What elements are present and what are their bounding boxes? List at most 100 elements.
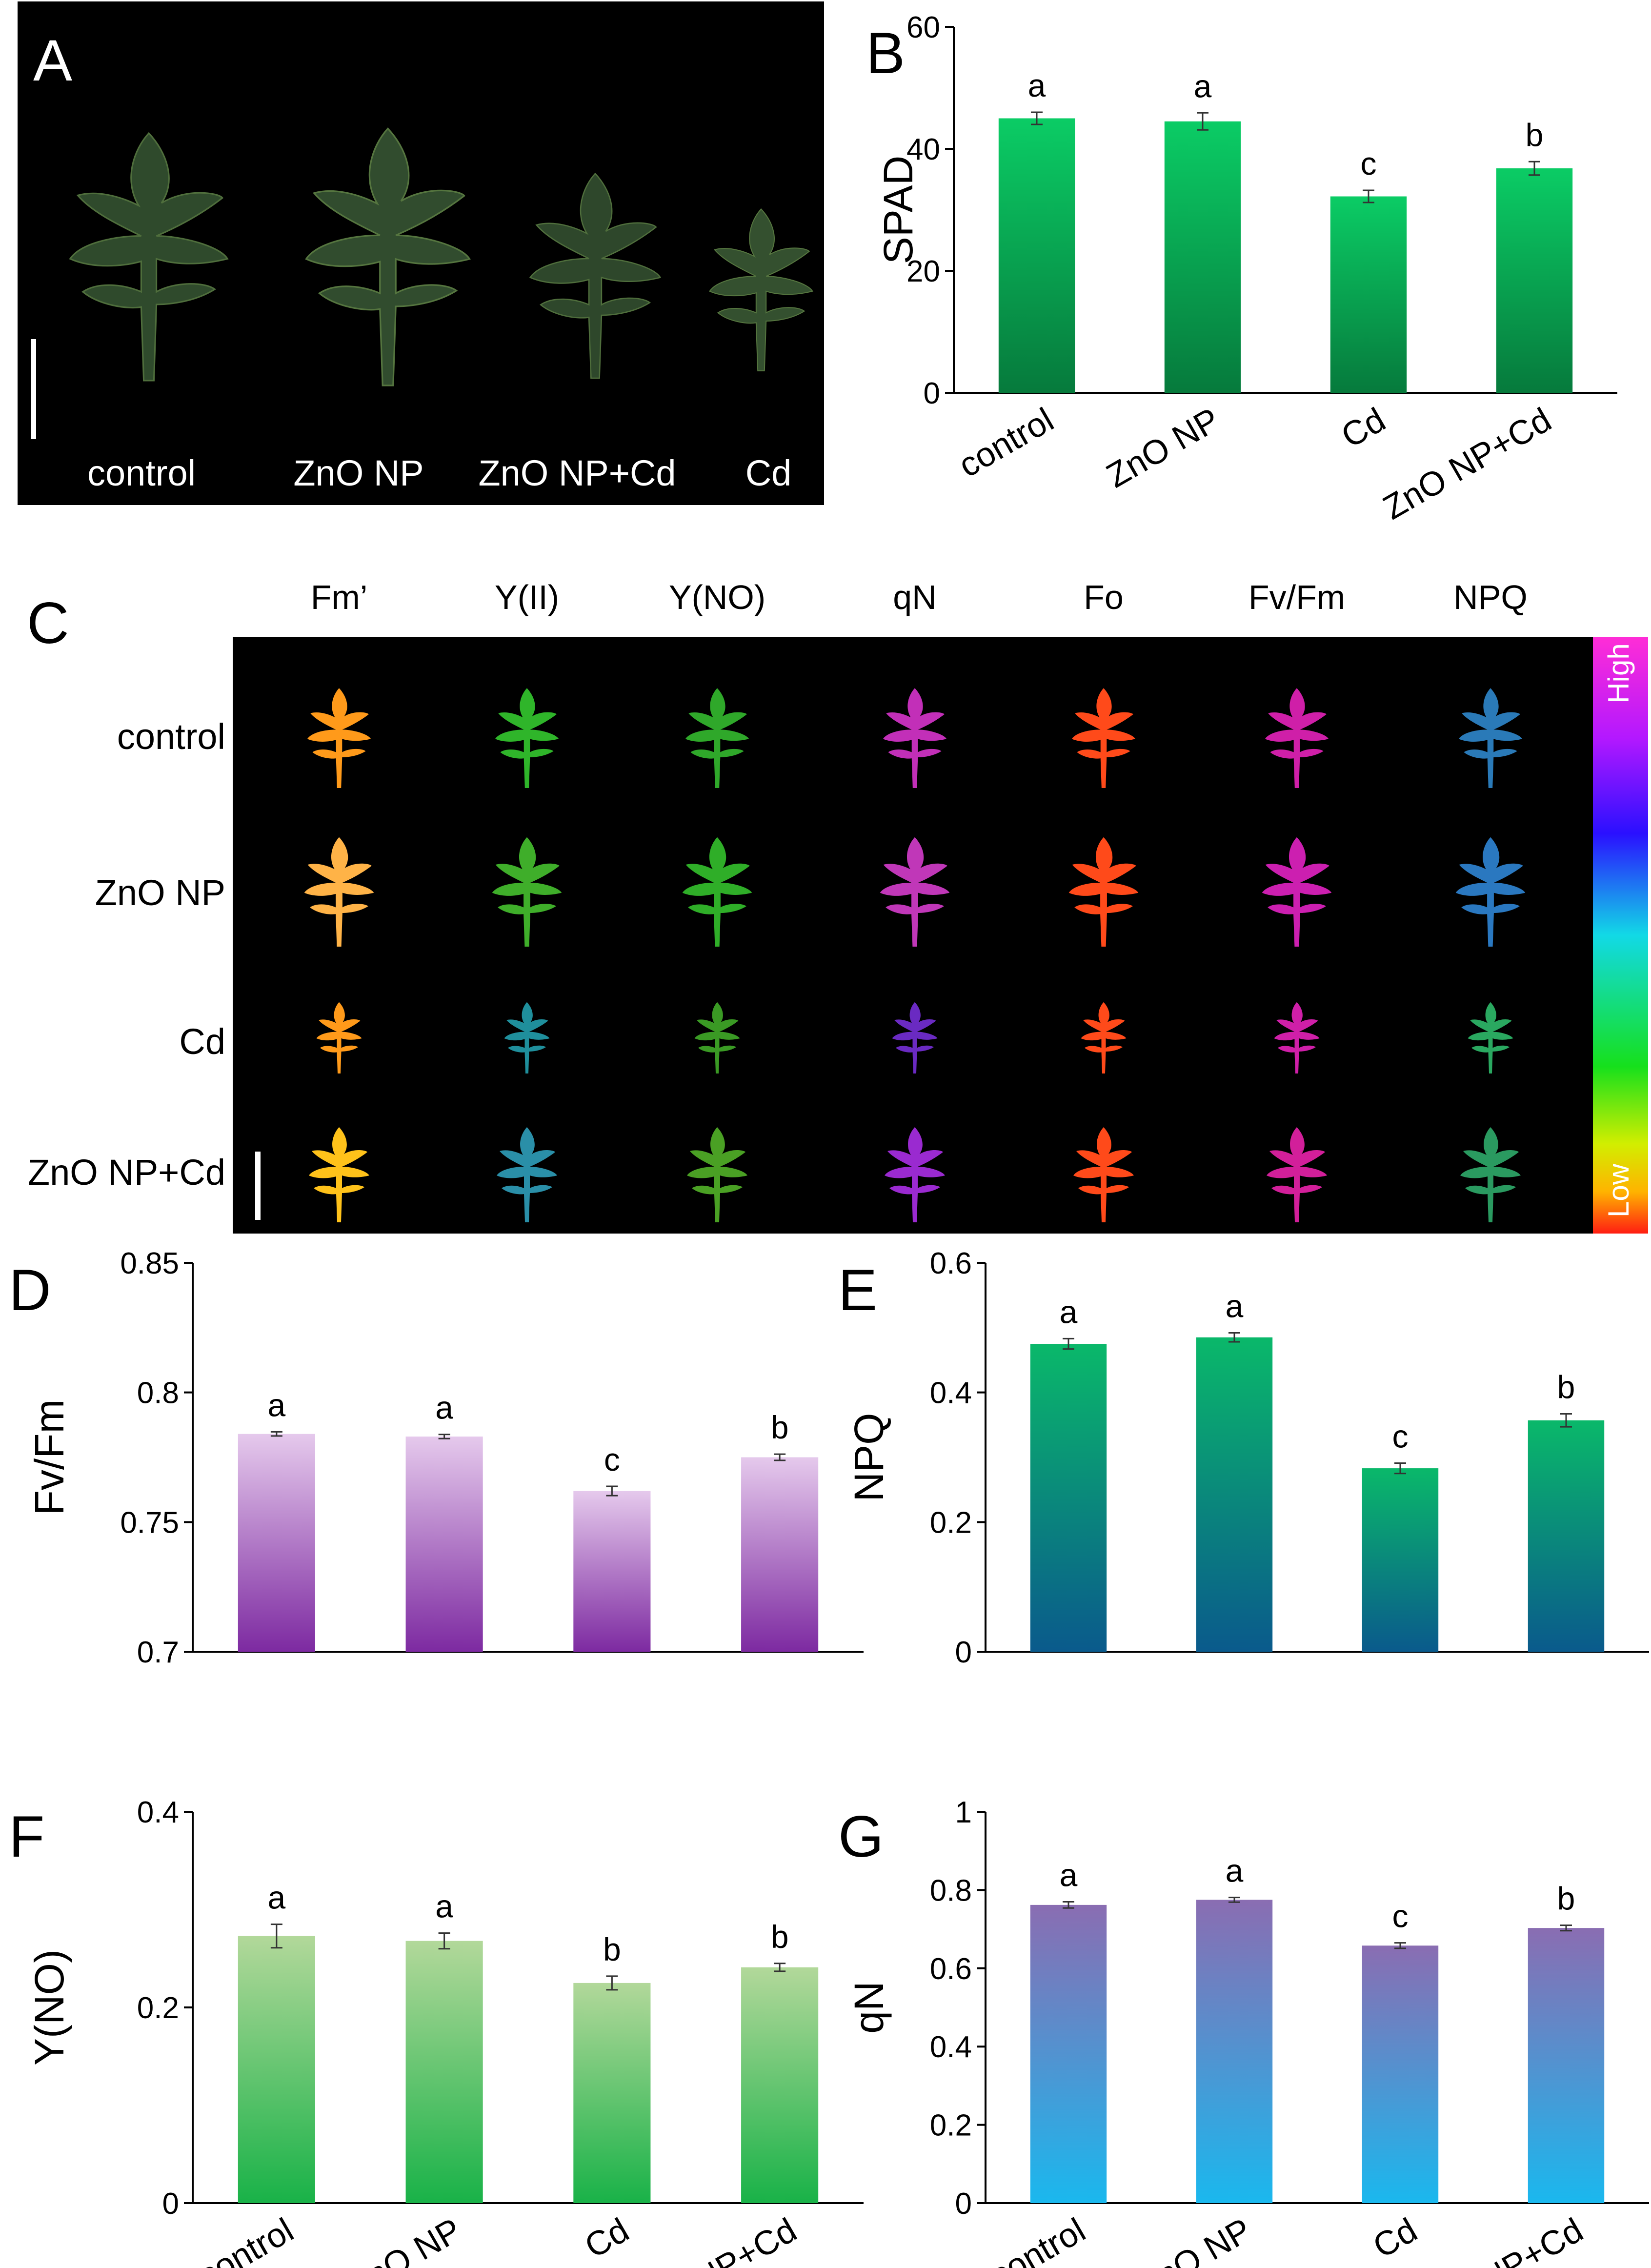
- chart-f-ytick-label: 0: [162, 2187, 179, 2221]
- panel-e-letter: E: [838, 1257, 877, 1323]
- column-header-fm-prime: Fm’: [311, 578, 368, 616]
- photo-label-control: control: [87, 453, 196, 493]
- chart-d-bar-cd: [573, 1491, 651, 1652]
- column-header-qn: qN: [893, 578, 936, 616]
- chart-b-category-label: Cd: [1335, 400, 1391, 455]
- chart-d-significance-label: a: [268, 1387, 286, 1423]
- chart-d: D 0.7 0.75 0.8 0.85 Fv/Fm a a c b: [9, 1247, 864, 1669]
- chart-f-bar-cd: [573, 1983, 651, 2203]
- photo-label-zno-np: ZnO NP: [293, 453, 423, 493]
- chart-d-ytick-label: 0.75: [120, 1506, 179, 1539]
- chart-g-ytick-label: 0.2: [930, 2109, 972, 2143]
- photo-label-zno-np-cd: ZnO NP+Cd: [478, 453, 676, 493]
- chart-d-bar-zno-np-cd: [741, 1457, 819, 1652]
- chart-e: E 0 0.2 0.4 0.6 NPQ a a c b: [838, 1247, 1649, 1669]
- chart-f-ytick-label: 0.4: [137, 1796, 179, 1829]
- chart-b-bar-zno-np-cd: [1496, 168, 1573, 393]
- chart-g-significance-label: a: [1060, 1857, 1078, 1893]
- chart-g-bar-cd: [1362, 1945, 1439, 2203]
- color-scale-high-label: High: [1602, 643, 1635, 703]
- scale-bar-a: [31, 339, 36, 439]
- chart-g: G 0 0.2 0.4 0.6 0.8 1 qN a control a ZnO NP c Cd b ZnO …: [838, 1796, 1649, 2268]
- chart-b-bar-cd: [1330, 196, 1407, 393]
- chart-d-significance-label: a: [435, 1390, 453, 1426]
- column-header-y-no: Y(NO): [669, 578, 765, 616]
- chart-g-ytick-label: 0.4: [930, 2030, 972, 2064]
- chart-g-ytick-label: 0.6: [930, 1952, 972, 1986]
- chart-b-significance-label: a: [1194, 68, 1212, 104]
- chart-b-category-label: ZnO NP+Cd: [1377, 400, 1558, 526]
- panel-a-letter: A: [33, 28, 72, 93]
- chart-b-ytick-label: 40: [906, 133, 940, 166]
- chart-d-significance-label: b: [771, 1409, 789, 1445]
- color-scale-low-label: Low: [1602, 1163, 1635, 1217]
- chart-b: B 0 20 40 60 SPAD a control a ZnO NP c Cd b ZnO NP+Cd: [866, 11, 1617, 527]
- chart-g-category-label: Cd: [1367, 2210, 1423, 2265]
- chart-d-significance-label: c: [604, 1441, 620, 1478]
- chart-b-ylabel: SPAD: [875, 156, 921, 264]
- panel-d-letter: D: [9, 1257, 51, 1323]
- row-header-zno-np: ZnO NP: [95, 872, 225, 913]
- chart-f-bar-control: [238, 1936, 315, 2203]
- chart-d-bar-zno-np: [405, 1436, 483, 1652]
- chart-b-ytick-label: 20: [906, 255, 940, 288]
- chart-d-bar-control: [238, 1434, 315, 1652]
- chart-b-bar-control: [998, 118, 1075, 393]
- chart-e-significance-label: c: [1392, 1418, 1409, 1454]
- chart-g-significance-label: c: [1392, 1898, 1409, 1934]
- chart-g-ytick-label: 1: [955, 1796, 972, 1829]
- chart-e-ytick-label: 0.2: [930, 1506, 972, 1539]
- chart-f-significance-label: a: [268, 1880, 286, 1916]
- chart-g-bar-zno-np-cd: [1528, 1928, 1605, 2203]
- row-header-cd: Cd: [179, 1021, 225, 1062]
- chart-g-category-label: ZnO NP+Cd: [1409, 2210, 1590, 2268]
- chart-e-bar-cd: [1362, 1468, 1439, 1652]
- chart-d-ytick-label: 0.8: [137, 1377, 179, 1410]
- chart-f-bar-zno-np: [405, 1941, 483, 2203]
- chart-f-category-label: ZnO NP: [342, 2210, 467, 2268]
- chart-f-category-label: Cd: [578, 2210, 635, 2265]
- chart-f: F 0 0.2 0.4 Y(NO) a control a ZnO NP b Cd b ZnO NP+C…: [9, 1796, 864, 2268]
- panel-c: C High Low Fm’ Y(II) Y(NO) qN Fo Fv/Fm N…: [27, 578, 1648, 1234]
- chart-f-ytick-label: 0.2: [137, 1991, 179, 2025]
- chart-f-significance-label: a: [435, 1888, 453, 1924]
- chart-e-ytick-label: 0.4: [930, 1377, 972, 1410]
- chart-b-category-label: control: [952, 400, 1060, 485]
- color-scale-bar: [1593, 637, 1648, 1234]
- row-header-zno-np-cd: ZnO NP+Cd: [28, 1152, 225, 1193]
- panel-a: A control ZnO NP ZnO NP+Cd Cd: [18, 1, 824, 505]
- panel-g-letter: G: [838, 1804, 884, 1869]
- chart-g-bar-zno-np: [1196, 1900, 1273, 2203]
- chart-b-significance-label: b: [1526, 117, 1544, 153]
- panel-c-letter: C: [27, 590, 69, 656]
- column-header-npq: NPQ: [1453, 578, 1528, 616]
- chart-e-bar-zno-np-cd: [1528, 1420, 1605, 1652]
- chart-g-ytick-label: 0.8: [930, 1874, 972, 1907]
- chart-g-category-label: control: [984, 2210, 1092, 2268]
- chart-f-ylabel: Y(NO): [26, 1949, 72, 2066]
- chart-e-ylabel: NPQ: [846, 1413, 892, 1501]
- chart-g-bar-control: [1030, 1904, 1107, 2203]
- chart-e-bar-control: [1030, 1344, 1107, 1652]
- photo-label-cd: Cd: [745, 453, 792, 493]
- chart-b-significance-label: a: [1028, 67, 1046, 103]
- chart-b-category-label: ZnO NP: [1100, 400, 1226, 495]
- chart-e-significance-label: b: [1557, 1369, 1575, 1405]
- chart-f-significance-label: b: [771, 1919, 789, 1955]
- chart-g-significance-label: b: [1557, 1881, 1575, 1917]
- chart-f-category-label: ZnO NP+Cd: [622, 2210, 803, 2268]
- chart-g-ylabel: qN: [846, 1981, 892, 2033]
- chart-b-bar-zno-np: [1164, 121, 1241, 393]
- chart-g-ytick-label: 0: [955, 2187, 972, 2221]
- chart-g-significance-label: a: [1226, 1853, 1244, 1889]
- scale-bar-c: [255, 1152, 261, 1220]
- chart-f-bar-zno-np-cd: [741, 1967, 819, 2203]
- chart-e-ytick-label: 0.6: [930, 1247, 972, 1280]
- column-header-y-ii: Y(II): [495, 578, 559, 616]
- chart-b-ytick-label: 60: [906, 11, 940, 44]
- panel-f-letter: F: [9, 1804, 44, 1869]
- chart-b-significance-label: c: [1361, 145, 1377, 182]
- chart-e-significance-label: a: [1226, 1288, 1244, 1324]
- column-header-fo: Fo: [1084, 578, 1124, 616]
